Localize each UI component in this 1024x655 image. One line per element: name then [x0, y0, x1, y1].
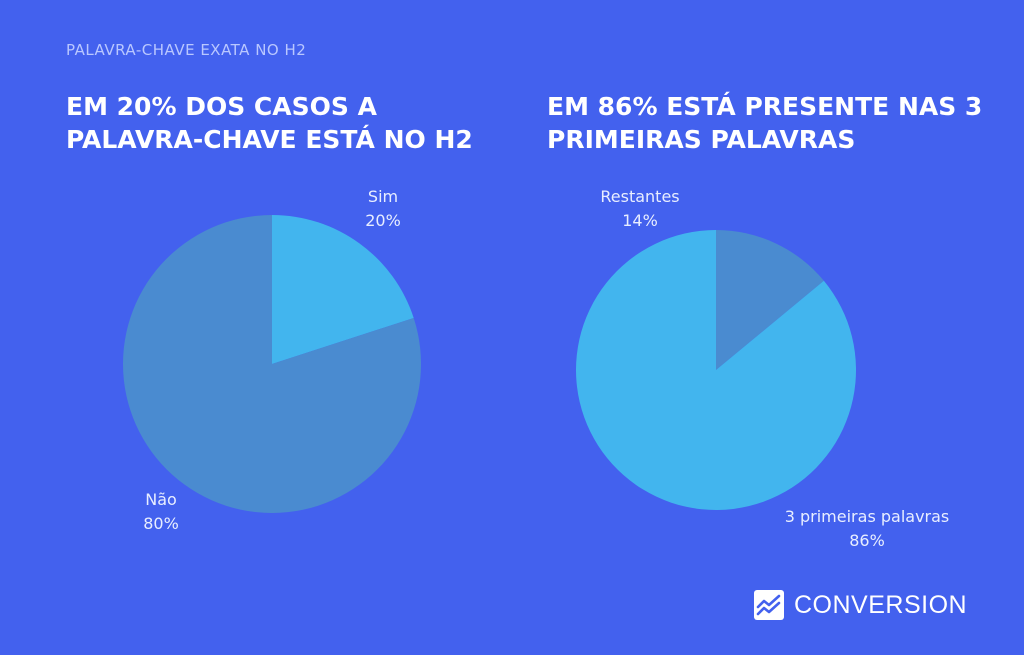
- brand-name: CONVERSION: [794, 590, 968, 619]
- slice-value-label-0-1: 80%: [143, 514, 179, 533]
- chart-kicker: PALAVRA-CHAVE EXATA NO H2: [66, 41, 307, 59]
- slice-category-label-0-0: Sim: [368, 187, 398, 206]
- slice-value-label-0-0: 20%: [365, 211, 401, 230]
- slice-value-label-1-0: 14%: [622, 211, 658, 230]
- brand-logo: CONVERSION: [754, 590, 967, 620]
- pie-slice-1-0: [716, 230, 824, 370]
- pie-slice-0-0: [272, 215, 414, 364]
- left-chart-title: EM 20% DOS CASOS A PALAVRA-CHAVE ESTÁ NO…: [66, 92, 473, 154]
- chart-trend-icon: [754, 590, 784, 620]
- pie-slice-1-1: [576, 230, 856, 511]
- pie-slice-0-1: [122, 215, 422, 513]
- slice-category-label-0-1: Não: [145, 490, 177, 509]
- slice-value-label-1-1: 86%: [849, 531, 885, 550]
- right-chart-title: EM 86% ESTÁ PRESENTE NAS 3 PRIMEIRAS PAL…: [547, 92, 983, 154]
- slice-category-label-1-1: 3 primeiras palavras: [785, 507, 950, 526]
- slice-category-label-1-0: Restantes: [600, 187, 679, 206]
